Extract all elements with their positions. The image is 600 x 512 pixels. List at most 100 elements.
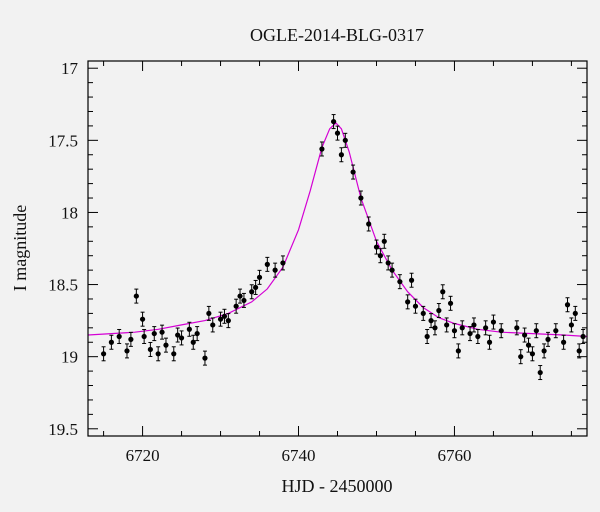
data-marker xyxy=(217,316,224,322)
model-curve-layer xyxy=(87,122,588,338)
data-point xyxy=(241,292,247,308)
data-point xyxy=(541,343,547,359)
data-point xyxy=(525,337,532,353)
chart-title: OGLE-2014-BLG-0317 xyxy=(250,25,424,45)
x-tick-label: 6760 xyxy=(437,446,471,465)
data-point xyxy=(490,314,497,330)
data-point xyxy=(381,233,387,249)
data-marker xyxy=(475,333,481,340)
data-marker xyxy=(253,284,259,291)
data-marker xyxy=(412,303,419,309)
data-marker xyxy=(366,221,372,227)
data-point xyxy=(537,365,543,381)
data-marker xyxy=(436,307,442,314)
data-point xyxy=(159,324,165,340)
data-marker xyxy=(522,332,528,338)
data-point xyxy=(338,147,344,163)
data-marker xyxy=(576,348,582,354)
data-point xyxy=(518,349,524,365)
data-point xyxy=(350,164,356,180)
data-marker xyxy=(249,289,255,295)
data-marker xyxy=(440,289,446,295)
data-marker xyxy=(194,330,200,337)
data-point xyxy=(432,320,438,336)
data-point xyxy=(163,337,169,353)
data-point xyxy=(514,320,520,336)
data-marker xyxy=(256,274,263,280)
data-point xyxy=(133,288,139,304)
data-marker xyxy=(525,342,532,348)
data-point xyxy=(358,190,364,206)
data-point xyxy=(522,327,528,343)
data-point xyxy=(572,305,578,321)
data-marker xyxy=(471,322,477,328)
data-point xyxy=(116,328,122,344)
data-point xyxy=(405,294,411,310)
data-point xyxy=(545,331,551,347)
data-marker xyxy=(141,333,147,340)
data-point xyxy=(256,269,263,285)
data-marker xyxy=(553,328,559,334)
data-point xyxy=(175,327,181,343)
data-point xyxy=(190,334,196,350)
plot-frame xyxy=(87,60,588,437)
data-point xyxy=(319,141,325,157)
data-point xyxy=(576,343,582,359)
data-marker xyxy=(237,293,243,299)
data-point xyxy=(428,313,434,329)
data-marker xyxy=(210,322,216,328)
data-point xyxy=(186,321,192,337)
data-point xyxy=(561,334,567,350)
y-axis-label: I magnitude xyxy=(10,205,30,291)
data-point xyxy=(533,323,539,339)
data-marker xyxy=(202,355,208,361)
y-tick-label: 18 xyxy=(61,203,78,222)
data-point xyxy=(178,330,185,346)
y-tick-labels: 17 17.5 18 18.5 19 19.5 xyxy=(48,59,78,439)
data-marker xyxy=(483,325,489,331)
data-marker xyxy=(455,348,461,354)
data-marker xyxy=(264,261,270,267)
data-marker xyxy=(377,253,383,259)
data-point xyxy=(553,323,559,339)
data-point xyxy=(420,305,426,321)
x-tick-label: 6740 xyxy=(282,446,316,465)
data-point xyxy=(440,284,446,300)
data-point xyxy=(408,272,415,288)
data-marker xyxy=(444,322,450,328)
data-point xyxy=(108,334,114,350)
data-marker xyxy=(147,346,153,353)
data-point xyxy=(342,132,348,148)
data-marker xyxy=(139,316,146,322)
data-marker xyxy=(358,195,364,201)
data-marker xyxy=(564,302,571,308)
data-point xyxy=(459,320,465,336)
data-point xyxy=(217,311,224,327)
data-point xyxy=(486,334,493,350)
data-marker xyxy=(331,118,337,125)
data-marker xyxy=(529,351,536,357)
data-point xyxy=(202,350,208,366)
data-marker xyxy=(514,325,520,331)
data-point xyxy=(155,346,161,362)
data-marker xyxy=(533,328,539,334)
data-point xyxy=(471,317,477,333)
data-marker xyxy=(424,333,430,340)
data-point xyxy=(483,320,489,336)
data-marker xyxy=(133,293,139,299)
data-marker xyxy=(334,130,341,136)
data-marker xyxy=(233,303,239,309)
data-marker xyxy=(385,260,391,266)
data-point xyxy=(455,343,461,359)
data-point xyxy=(124,343,130,359)
data-marker xyxy=(108,339,114,345)
data-point xyxy=(564,297,571,313)
data-marker xyxy=(447,300,454,306)
data-point xyxy=(139,311,146,327)
data-marker xyxy=(580,333,586,340)
data-marker xyxy=(178,335,185,341)
data-marker xyxy=(124,348,130,354)
data-marker xyxy=(381,238,387,244)
data-point xyxy=(475,328,481,344)
data-marker xyxy=(486,339,493,345)
